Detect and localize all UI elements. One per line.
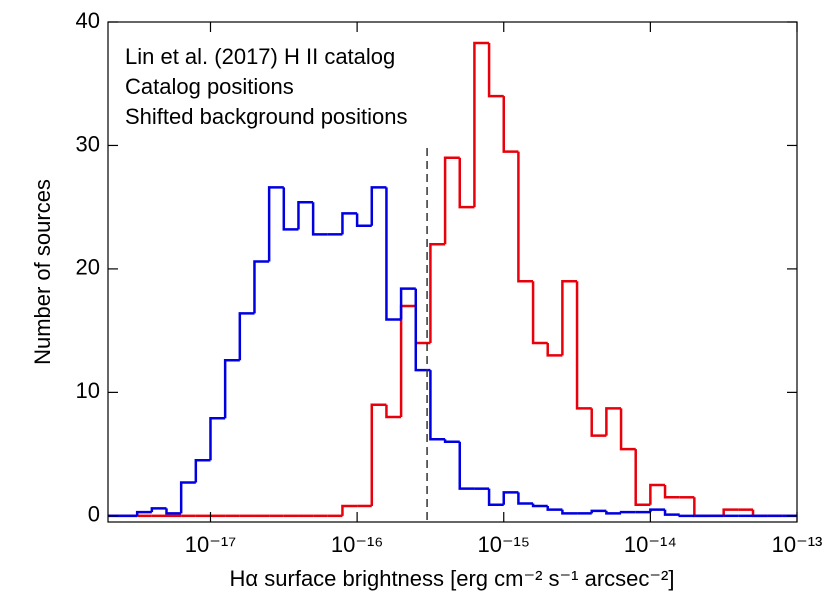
histogram-step <box>561 280 578 356</box>
histogram-step <box>561 509 578 515</box>
histogram-step <box>399 304 416 418</box>
histogram-step <box>546 505 563 511</box>
histogram-step <box>517 151 534 283</box>
histogram-step <box>150 507 167 513</box>
histogram-step <box>502 491 519 505</box>
histogram-step <box>238 312 255 361</box>
y-axis-label: Number of sources <box>30 179 55 365</box>
histogram-step <box>311 202 328 236</box>
histogram-step <box>663 509 680 516</box>
histogram-step <box>179 481 196 514</box>
histogram-step <box>282 187 299 231</box>
histogram-step <box>341 212 358 235</box>
histogram-step <box>605 407 622 436</box>
histogram-step <box>575 281 592 410</box>
y-tick-label: 40 <box>76 8 100 33</box>
histogram-step <box>649 483 666 505</box>
histogram-step <box>253 260 270 314</box>
y-tick-label: 30 <box>76 131 100 156</box>
histogram-step <box>385 187 402 321</box>
histogram-step <box>531 281 548 345</box>
x-tick-label: 10⁻¹⁷ <box>185 532 236 557</box>
histogram-step <box>414 305 431 345</box>
histogram-step <box>619 510 636 514</box>
histogram-step <box>590 509 607 514</box>
histogram-step <box>590 408 607 437</box>
x-tick-label: 10⁻¹⁴ <box>624 532 677 557</box>
y-tick-label: 10 <box>76 378 100 403</box>
histogram-step <box>487 42 504 98</box>
histogram-step <box>267 186 284 262</box>
histogram-step <box>634 449 651 506</box>
histogram-step <box>458 157 475 209</box>
histogram-step <box>194 459 211 483</box>
histogram-step <box>355 213 372 227</box>
axes-frame <box>107 21 798 523</box>
legend-entry: Catalog positions <box>125 74 294 99</box>
histogram-step <box>663 484 680 499</box>
histogram-step <box>722 508 739 516</box>
histogram-step <box>429 370 446 441</box>
plot-area <box>108 41 797 522</box>
histogram-step <box>443 439 460 444</box>
x-tick-label: 10⁻¹⁵ <box>477 532 530 557</box>
histogram-step <box>678 514 695 518</box>
histogram-step <box>531 503 548 508</box>
histogram-step <box>693 497 710 518</box>
histogram-step <box>429 242 446 343</box>
histogram-step <box>473 41 490 208</box>
x-tick-label: 10⁻¹⁶ <box>331 532 383 557</box>
legend-title: Lin et al. (2017) H II catalog <box>125 44 395 69</box>
histogram-step <box>165 508 182 515</box>
histogram-step <box>546 342 563 357</box>
histogram-step <box>385 404 402 419</box>
y-tick-label: 0 <box>88 502 100 527</box>
histogram-step <box>209 417 226 461</box>
histogram-step <box>297 200 314 230</box>
histogram-step <box>605 510 622 515</box>
histogram-step <box>458 441 475 490</box>
histogram-step <box>414 288 431 372</box>
histogram-step <box>649 508 666 513</box>
x-tick-label: 10⁻¹³ <box>772 532 823 557</box>
histogram-step <box>619 408 636 451</box>
histogram-step <box>502 96 519 153</box>
x-axis-label: Hα surface brightness [erg cm⁻² s⁻¹ arcs… <box>230 566 675 591</box>
histogram-step <box>399 287 416 320</box>
histogram-step <box>443 156 460 245</box>
histogram-step <box>135 510 152 516</box>
histogram-step <box>370 403 387 506</box>
histogram-step <box>370 186 387 226</box>
histogram-step <box>487 488 504 506</box>
histogram-step <box>223 359 240 419</box>
histogram-step <box>341 504 358 516</box>
legend-entry: Shifted background positions <box>125 104 408 129</box>
histogram-step <box>517 492 534 505</box>
y-tick-label: 20 <box>76 255 100 280</box>
